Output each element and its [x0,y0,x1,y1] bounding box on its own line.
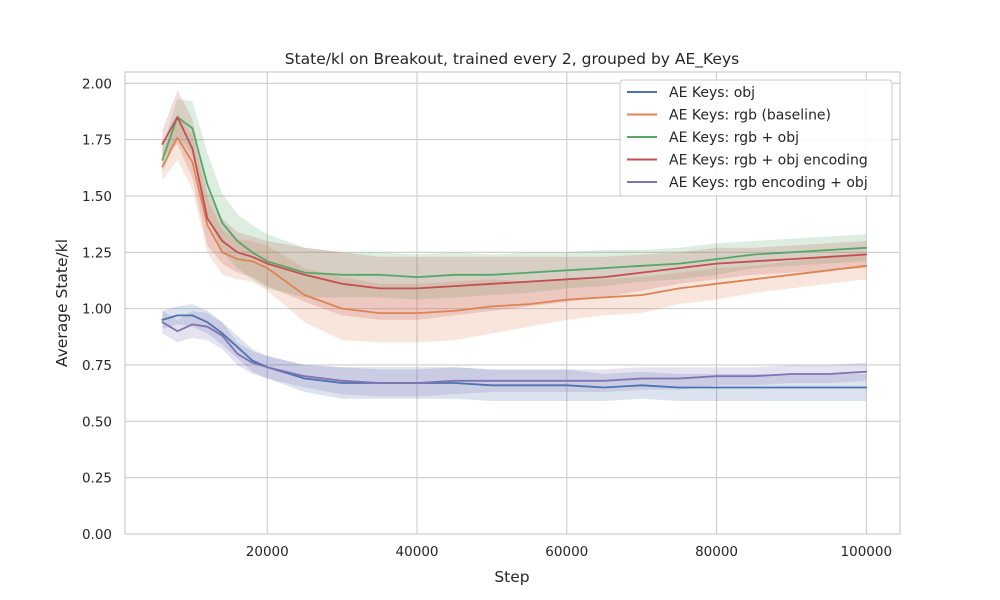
series-line-4 [161,321,868,384]
series-line-2 [161,116,868,279]
y-tick-label: 0.00 [82,527,112,543]
legend-label: AE Keys: obj [669,85,755,101]
y-axis-label: Average State/kl [53,239,71,367]
y-tick-label: 1.50 [82,189,112,205]
series-lines [161,116,868,389]
series-line-0 [161,314,868,389]
y-tick-label: 2.00 [82,76,112,92]
x-tick-label: 40000 [396,544,439,560]
x-tick-label: 60000 [545,544,588,560]
series-band-4 [162,310,867,397]
y-tick-label: 0.50 [82,414,112,430]
series-line-1 [161,136,868,315]
legend-box [619,79,893,197]
series-line-3 [161,116,868,290]
series-band-0 [162,304,867,401]
x-tick-label: 100000 [841,544,893,560]
y-tick-label: 0.75 [82,358,112,374]
x-tick-label: 80000 [695,544,738,560]
y-axis-ticks: 0.00 0.25 0.50 0.75 1.00 1.25 1.50 1.75 2.00 [82,76,112,543]
legend-label: AE Keys: rgb (baseline) [669,108,831,124]
series-band-1 [162,114,867,343]
gridlines [125,72,900,535]
legend-label: AE Keys: rgb + obj encoding [669,153,868,169]
legend: AE Keys: obj AE Keys: rgb (baseline) AE Ke… [619,79,893,197]
series-band-2 [162,99,867,300]
y-tick-label: 1.00 [82,302,112,318]
legend-label: AE Keys: rgb encoding + obj [669,175,868,191]
chart-title: State/kl on Breakout, trained every 2, g… [285,50,739,69]
x-axis-ticks: 20000 40000 60000 80000 100000 [246,544,892,560]
x-axis-label: Step [494,568,529,586]
legend-label: AE Keys: rgb + obj [669,130,799,146]
x-tick-label: 20000 [246,544,289,560]
y-tick-label: 0.25 [82,471,112,487]
y-tick-label: 1.25 [82,245,112,261]
y-tick-label: 1.75 [82,133,112,149]
